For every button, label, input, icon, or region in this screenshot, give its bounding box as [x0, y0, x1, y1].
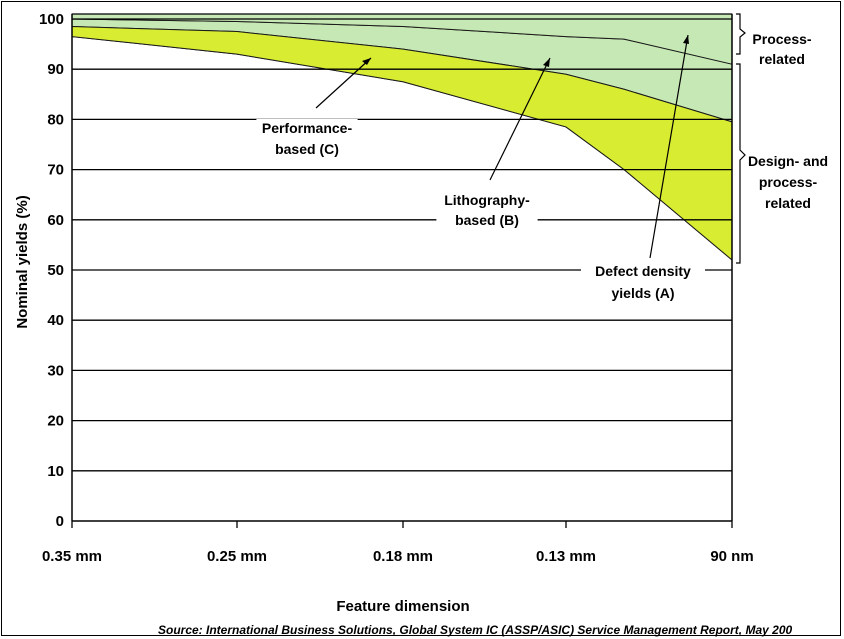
- bracket-label-design-line: Design- and: [748, 153, 828, 169]
- annotation-defect-line: Defect density: [595, 263, 691, 279]
- y-tick-label: 20: [47, 413, 64, 430]
- bracket-label-design-line: related: [765, 195, 811, 211]
- annotation-lithography-bg: [436, 191, 538, 235]
- y-tick-label: 100: [39, 11, 64, 28]
- annotation-defect-bg: [581, 262, 705, 310]
- leader-lithography: [489, 57, 551, 181]
- x-tick-label: 0.25 mm: [207, 548, 267, 565]
- leader-defect: [649, 34, 689, 259]
- x-tick-label: 90 nm: [710, 548, 753, 565]
- y-tick-label: 80: [47, 111, 64, 128]
- bracket-label-process-line: related: [759, 51, 805, 67]
- arrowhead-lithography: [543, 58, 550, 67]
- y-tick-label: 10: [47, 463, 64, 480]
- annotation-performance-line: Performance-: [262, 120, 353, 136]
- y-tick-label: 40: [47, 312, 64, 329]
- x-tick-label: 0.18 mm: [373, 548, 433, 565]
- bracket-label-process-line: Process-: [752, 31, 811, 47]
- y-tick-label: 60: [47, 212, 64, 229]
- x-tick-label: 0.13 mm: [536, 548, 596, 565]
- y-tick-label: 50: [47, 262, 64, 279]
- x-axis-title: Feature dimension: [336, 598, 469, 615]
- y-tick-label: 90: [47, 61, 64, 78]
- bracket-design-process: [736, 63, 746, 264]
- y-tick-label: 0: [56, 513, 64, 530]
- source-note: Source: International Business Solutions…: [158, 623, 792, 637]
- bracket-process: [736, 13, 746, 55]
- annotation-lithography-line: Lithography-: [444, 192, 530, 208]
- arrowhead-defect: [683, 35, 689, 44]
- bracket-label-design-line: process-: [759, 174, 818, 190]
- y-tick-label: 30: [47, 362, 64, 379]
- annotation-defect-line: yields (A): [611, 285, 674, 301]
- y-axis-title: Nominal yields (%): [14, 195, 31, 328]
- annotation-performance-bg: [256, 119, 358, 165]
- arrowhead-performance: [362, 58, 371, 65]
- annotation-lithography-line: based (B): [455, 212, 519, 228]
- y-tick-label: 70: [47, 162, 64, 179]
- annotation-performance-line: based (C): [275, 141, 339, 157]
- x-tick-label: 0.35 mm: [42, 548, 102, 565]
- leader-performance: [315, 57, 372, 109]
